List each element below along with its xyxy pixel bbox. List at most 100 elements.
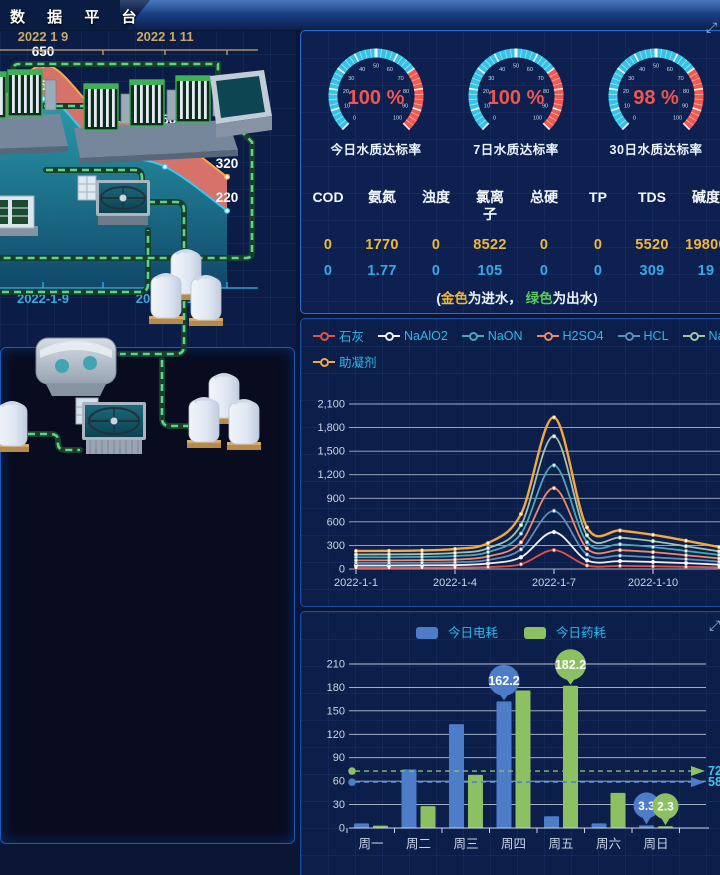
consumption-chart-panel: ⤢ 今日电耗 今日药耗 0 30 60 90 120 150 180 210 周一 周二 周三 周四 周五… bbox=[300, 611, 720, 875]
svg-text:60: 60 bbox=[667, 67, 673, 73]
svg-text:30: 30 bbox=[333, 799, 345, 811]
svg-text:0: 0 bbox=[633, 116, 636, 122]
svg-text:2022 1 9: 2022 1 9 bbox=[18, 29, 69, 44]
bar-group-周四: 周四 bbox=[496, 690, 531, 851]
table-header-cell: 氯离子 bbox=[476, 189, 504, 222]
legend-item-H2SO4[interactable]: H2SO4 bbox=[536, 326, 604, 345]
svg-text:100: 100 bbox=[393, 116, 402, 122]
table-header-cell: COD bbox=[312, 189, 344, 205]
table-value-cell: 0 bbox=[539, 263, 549, 279]
svg-text:0: 0 bbox=[339, 564, 345, 576]
legend-item-今日电耗[interactable]: 今日电耗 bbox=[415, 622, 498, 641]
svg-text:60: 60 bbox=[333, 776, 345, 788]
svg-text:30: 30 bbox=[488, 76, 494, 82]
svg-text:2022 1 11: 2022 1 11 bbox=[136, 29, 193, 44]
svg-text:182.2: 182.2 bbox=[555, 658, 586, 672]
note-gold: 金色 bbox=[440, 291, 468, 306]
top-x-axis: 2022 1 9 2022 1 11 bbox=[0, 29, 258, 55]
svg-text:40: 40 bbox=[639, 67, 645, 73]
svg-text:周一: 周一 bbox=[358, 837, 383, 851]
svg-text:1,800: 1,800 bbox=[317, 422, 345, 434]
bar-group-周日: 周日 bbox=[639, 825, 673, 851]
consumption-chart-legend: 今日电耗 今日药耗 bbox=[301, 622, 720, 641]
legend-item-NaON[interactable]: NaON bbox=[461, 326, 523, 345]
value-callout-3.3: 3.3 bbox=[633, 792, 660, 825]
bar-group-周五: 周五 bbox=[544, 685, 578, 851]
svg-text:0: 0 bbox=[339, 823, 345, 835]
table-legend-note: (金色为进水， 绿色为出水) bbox=[301, 287, 720, 307]
legend-swatch-icon bbox=[524, 626, 546, 639]
clarifier-tank-2 bbox=[75, 397, 146, 454]
table-value-cell: 0 bbox=[593, 263, 603, 279]
svg-text:周四: 周四 bbox=[501, 837, 526, 851]
value-callout-182.2: 182.2 bbox=[555, 649, 586, 685]
legend-item-助凝剂[interactable]: 助凝剂 bbox=[313, 352, 377, 371]
table-header-row: COD 氨氮 浊度 氯离子 总硬 TP TDS 碱度 bbox=[301, 189, 720, 227]
note-green: 绿色 bbox=[525, 291, 553, 306]
consumption-bar-chart: 0 30 60 90 120 150 180 210 周一 周二 周三 周四 周五 周六 周日 72.9758… bbox=[327, 649, 720, 851]
svg-text:100 %: 100 % bbox=[488, 87, 545, 109]
legend-item-HCL[interactable]: HCL bbox=[617, 326, 669, 345]
process-3d-scene-panel bbox=[0, 61, 295, 844]
svg-text:2.3: 2.3 bbox=[657, 800, 674, 814]
svg-text:80: 80 bbox=[683, 89, 689, 95]
bar-group-周六: 周六 bbox=[591, 792, 626, 851]
table-header-cell: 氨氮 bbox=[368, 189, 396, 205]
svg-text:90: 90 bbox=[333, 752, 345, 764]
svg-text:10: 10 bbox=[624, 103, 630, 109]
svg-text:0: 0 bbox=[493, 116, 496, 122]
legend-marker-icon bbox=[378, 331, 401, 341]
note-mid: 为进水， bbox=[467, 291, 526, 306]
legend-item-石灰[interactable]: 石灰 bbox=[313, 326, 364, 345]
svg-text:40: 40 bbox=[359, 67, 365, 73]
svg-text:90: 90 bbox=[542, 103, 548, 109]
svg-text:7日水质达标率: 7日水质达标率 bbox=[473, 142, 558, 157]
svg-text:210: 210 bbox=[327, 659, 345, 671]
legend-item-NaAlO2[interactable]: NaAlO2 bbox=[378, 326, 448, 345]
legend-marker-icon bbox=[617, 331, 640, 341]
svg-text:周五: 周五 bbox=[548, 837, 573, 851]
legend-marker-icon bbox=[313, 331, 335, 341]
table-value-cell: 0 bbox=[539, 237, 549, 253]
value-callout-162.2: 162.2 bbox=[488, 664, 520, 701]
svg-text:0: 0 bbox=[353, 116, 356, 122]
svg-text:30: 30 bbox=[628, 76, 634, 82]
svg-text:10: 10 bbox=[484, 103, 490, 109]
svg-text:900: 900 bbox=[327, 493, 345, 505]
legend-item-今日药耗[interactable]: 今日药耗 bbox=[524, 622, 606, 641]
table-value-cell: 0 bbox=[431, 237, 441, 253]
table-header-cell: TP bbox=[589, 189, 607, 205]
bar-group-周二: 周二 bbox=[401, 769, 436, 851]
average-line-58.74: 58.74 bbox=[348, 775, 720, 789]
svg-text:90: 90 bbox=[682, 103, 688, 109]
table-header-cell: 碱度 bbox=[692, 189, 720, 205]
svg-text:40: 40 bbox=[499, 67, 505, 73]
table-header-cell: 浊度 bbox=[422, 189, 450, 205]
bar-group-周三: 周三 bbox=[449, 724, 483, 851]
bag-single-left bbox=[0, 401, 31, 454]
table-value-cell: 1.77 bbox=[367, 263, 397, 279]
x-axis: 2022-1-1 2022-1-4 2022-1-7 2022-1-10 bbox=[334, 569, 678, 589]
table-value-cell: 5520 bbox=[635, 237, 669, 253]
svg-text:150: 150 bbox=[327, 705, 345, 717]
bar-groups: 周一 周二 周三 周四 周五 周六 周日 bbox=[354, 685, 673, 851]
svg-text:70: 70 bbox=[538, 76, 544, 82]
dosing-chart-legend: 石灰 NaAlO2 NaON H2SO4 HCL NaCLO 助凝剂 bbox=[313, 326, 720, 371]
svg-text:98 %: 98 % bbox=[633, 87, 679, 109]
svg-text:20: 20 bbox=[623, 89, 629, 95]
legend-item-NaCLO[interactable]: NaCLO bbox=[682, 326, 720, 345]
svg-text:2022-1-4: 2022-1-4 bbox=[433, 577, 477, 589]
svg-text:30日水质达标率: 30日水质达标率 bbox=[610, 142, 703, 157]
expand-icon[interactable]: ⤢ bbox=[709, 617, 720, 633]
expand-icon[interactable]: ⤢ bbox=[706, 19, 718, 35]
svg-text:50: 50 bbox=[513, 64, 519, 70]
gauge-1: 0 10 20 30 40 50 60 70 80 90 100 100 % 7日水质达标率 bbox=[468, 48, 564, 157]
svg-text:50: 50 bbox=[373, 64, 379, 70]
legend-swatch-icon bbox=[415, 626, 438, 639]
svg-text:60: 60 bbox=[527, 67, 533, 73]
legend-marker-icon bbox=[536, 331, 559, 341]
table-value-cell: 309 bbox=[639, 263, 665, 279]
